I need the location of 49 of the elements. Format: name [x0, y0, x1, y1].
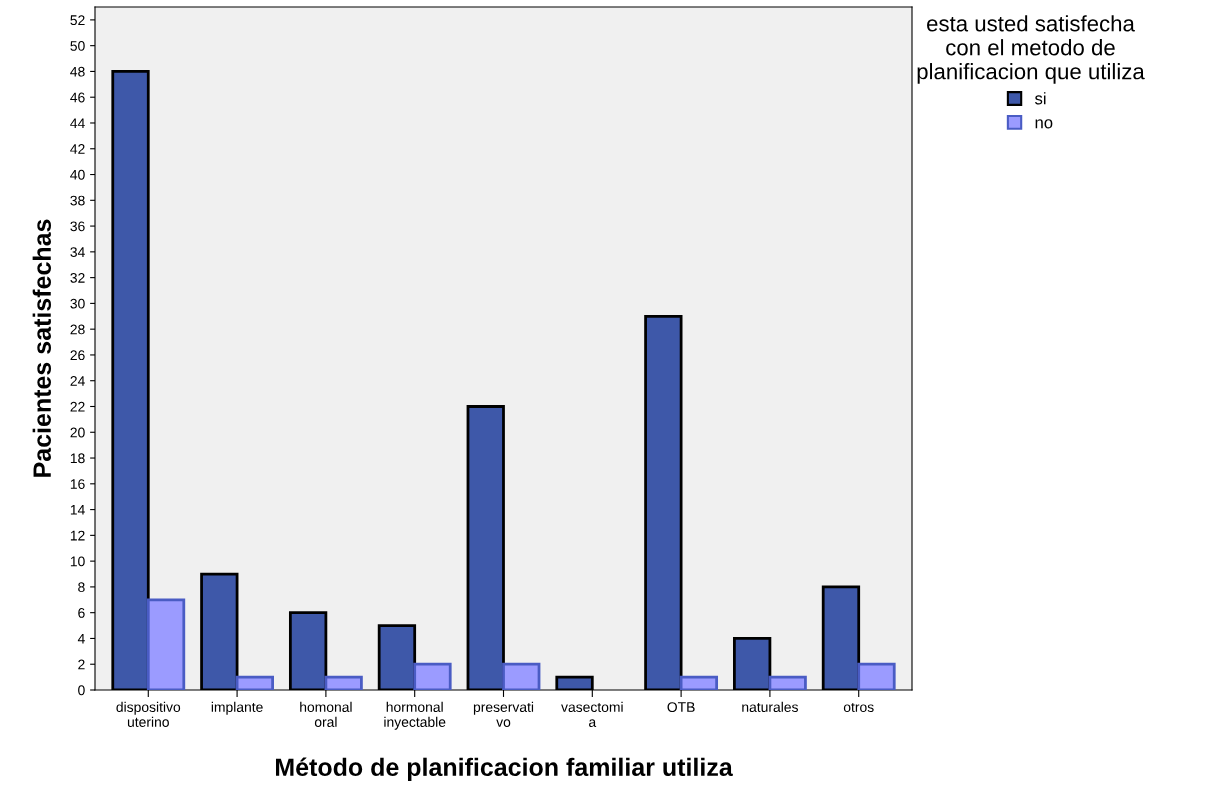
y-tick-label: 0: [78, 685, 85, 696]
y-tick-label: 14: [70, 505, 85, 515]
y-tick-label: 4: [77, 633, 85, 644]
y-tick-label: 50: [70, 40, 85, 51]
x-tick-label: otros: [843, 702, 874, 713]
x-tick-label: preservati vo: [473, 701, 534, 727]
y-tick-label: 26: [70, 350, 85, 361]
bar: [768, 675, 807, 690]
y-tick-label: 38: [70, 195, 85, 206]
bar: [324, 675, 363, 690]
x-tick-label: homonal oral: [300, 701, 352, 727]
y-tick-label: 6: [78, 608, 85, 618]
y-tick-label: 22: [70, 401, 85, 412]
y-tick-label: 32: [70, 272, 85, 283]
y-tick-label: 46: [70, 92, 85, 103]
x-tick-label: OTB: [667, 702, 695, 713]
x-tick-label: dispositivo uterino: [116, 701, 181, 727]
legend-label: si: [1034, 92, 1046, 105]
x-tick-label: implante: [211, 701, 263, 715]
bar: [413, 662, 452, 690]
y-tick-label: 48: [70, 66, 85, 77]
y-tick-label: 12: [70, 530, 85, 541]
bar: [857, 662, 896, 690]
y-tick-label: 10: [70, 556, 85, 567]
legend-title: esta usted satisfecha con el metodo de planificacion que utiliza: [917, 15, 1145, 84]
x-tick-label: naturales: [742, 701, 798, 713]
x-tick-label: vasectomi a: [561, 701, 623, 727]
y-tick-label: 40: [70, 169, 85, 180]
y-tick-label: 52: [70, 15, 85, 26]
y-tick-label: 20: [70, 427, 85, 438]
bar: [502, 662, 541, 690]
y-tick-label: 36: [70, 221, 85, 232]
y-tick-label: 42: [70, 144, 85, 154]
y-tick-label: 16: [70, 479, 85, 489]
y-tick-label: 24: [70, 376, 85, 386]
y-tick-label: 34: [70, 247, 85, 258]
legend-label: no: [1035, 119, 1053, 129]
bar: [235, 675, 274, 690]
y-tick-label: 8: [78, 582, 85, 593]
x-tick-label: hormonal inyectable: [384, 701, 446, 730]
bar: [146, 598, 186, 690]
bar: [679, 675, 719, 690]
y-tick-label: 2: [78, 659, 85, 670]
y-tick-label: 18: [70, 453, 85, 464]
y-axis-title: Pacientes satisfechas: [32, 219, 51, 477]
y-tick-label: 30: [70, 298, 85, 309]
x-axis-title: Método de planificacion familiar utiliza: [275, 757, 733, 782]
y-tick-label: 44: [70, 118, 85, 129]
y-tick-label: 28: [70, 324, 85, 335]
